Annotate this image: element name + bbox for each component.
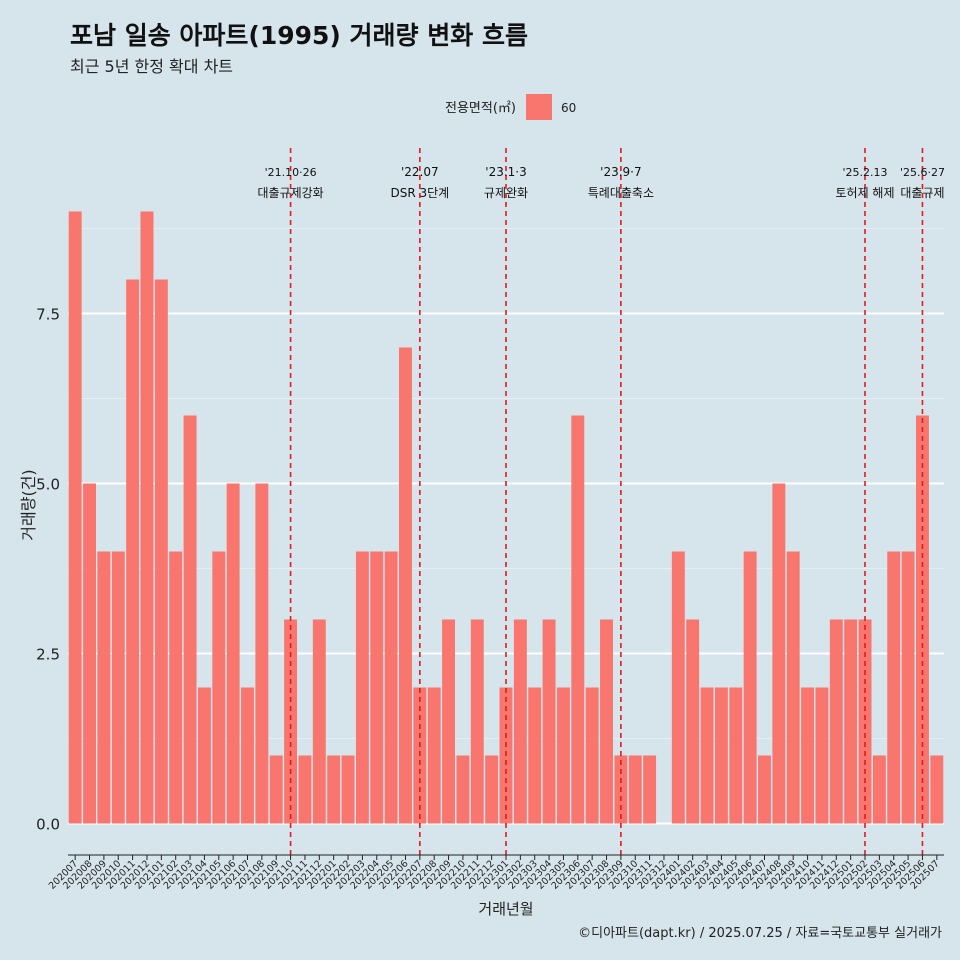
bar-202412: [829, 619, 843, 824]
bar-202405: [729, 687, 743, 824]
bar-202403: [700, 687, 714, 824]
bar-202211: [470, 619, 484, 824]
bar-202310: [628, 755, 642, 824]
bar-202503: [872, 755, 886, 824]
chart-subtitle: 최근 5년 한정 확대 차트: [70, 57, 234, 76]
bar-202411: [815, 687, 829, 824]
bar-202203: [355, 551, 369, 824]
bar-202408: [772, 483, 786, 824]
bar-202009: [97, 551, 111, 824]
chart-title: 포남 일송 아파트(1995) 거래량 변화 흐름: [70, 21, 528, 50]
bar-202304: [542, 619, 556, 824]
legend-swatch: [526, 94, 552, 120]
event-label-3: 특례대출축소: [588, 186, 654, 200]
bar-202111: [298, 755, 312, 824]
bar-202407: [758, 755, 771, 824]
bar-202406: [743, 551, 757, 824]
bars: [68, 211, 944, 824]
bar-202008: [83, 483, 97, 824]
source-credit: ©디아파트(dapt.kr) / 2025.07.25 / 자료=국토교통부 실…: [578, 926, 942, 941]
bar-202108: [255, 483, 269, 824]
bar-202410: [801, 687, 815, 824]
bar-202504: [887, 551, 901, 824]
bar-202307: [585, 687, 599, 824]
event-label-4: 토허제 해제: [836, 186, 895, 200]
x-axis-label: 거래년월: [478, 900, 533, 918]
bar-202308: [600, 619, 613, 824]
y-axis-label: 거래량(건): [19, 469, 38, 540]
bar-202212: [485, 755, 499, 824]
bar-202208: [427, 687, 441, 824]
bar-202107: [241, 687, 254, 824]
bar-202201: [327, 755, 341, 824]
event-date-3: '23.9·7: [600, 165, 641, 179]
event-label-0: 대출규제강화: [257, 186, 323, 200]
event-lines: '21.10·26 대출규제강화 '22.07 DSR 3단계 '23.1·3 규제완화 '…: [257, 148, 945, 855]
bar-202010: [111, 551, 125, 824]
bar-202401: [671, 551, 685, 824]
bar-202402: [686, 619, 700, 824]
bar-202305: [556, 687, 570, 824]
bar-202101: [154, 279, 168, 824]
bar-202311: [643, 755, 657, 824]
event-date-2: '23.1·3: [485, 165, 526, 179]
bar-202109: [269, 755, 283, 824]
legend-title: 전용면적(㎡): [445, 101, 516, 116]
bar-202205: [384, 551, 398, 824]
bar-202112: [312, 619, 326, 824]
bar-202302: [513, 619, 527, 824]
bar-202507: [930, 755, 944, 824]
bar-202204: [370, 551, 384, 824]
event-label-2: 규제완화: [484, 186, 528, 200]
y-tick-label-1: 2.5: [36, 646, 60, 664]
bar-202102: [169, 551, 183, 824]
legend-label: 60: [561, 101, 576, 115]
bar-202110: [284, 619, 298, 824]
y-tick-label-0: 0.0: [36, 816, 60, 834]
bar-202012: [140, 211, 154, 824]
event-date-1: '22.07: [401, 165, 439, 179]
event-date-5: '25.6·27: [900, 166, 945, 179]
event-date-4: '25.2.13: [843, 166, 888, 179]
bar-202505: [901, 551, 915, 824]
bar-202104: [197, 687, 211, 824]
x-axis: 2020072020082020092020102020112020122021…: [47, 854, 944, 892]
bar-202501: [844, 619, 858, 824]
y-tick-label-2: 5.0: [36, 476, 60, 494]
bar-202206: [399, 347, 412, 824]
bar-202404: [714, 687, 728, 824]
y-axis: 0.0 2.5 5.0 7.5: [36, 306, 60, 834]
bar-202105: [212, 551, 226, 824]
bar-202209: [442, 619, 456, 824]
bar-202007: [68, 211, 82, 824]
bar-202306: [571, 415, 585, 824]
bar-202202: [341, 755, 355, 824]
bar-202106: [226, 483, 240, 824]
bar-202502: [858, 619, 872, 824]
event-label-1: DSR 3단계: [390, 186, 449, 200]
bar-202409: [786, 551, 800, 824]
bar-202303: [528, 687, 542, 824]
legend: 전용면적(㎡) 60: [445, 94, 576, 120]
y-tick-label-3: 7.5: [36, 306, 60, 324]
event-date-0: '21.10·26: [265, 166, 317, 179]
bar-202210: [456, 755, 470, 824]
bar-202011: [126, 279, 140, 824]
bar-202103: [183, 415, 197, 824]
event-label-5: 대출규제: [900, 186, 944, 200]
